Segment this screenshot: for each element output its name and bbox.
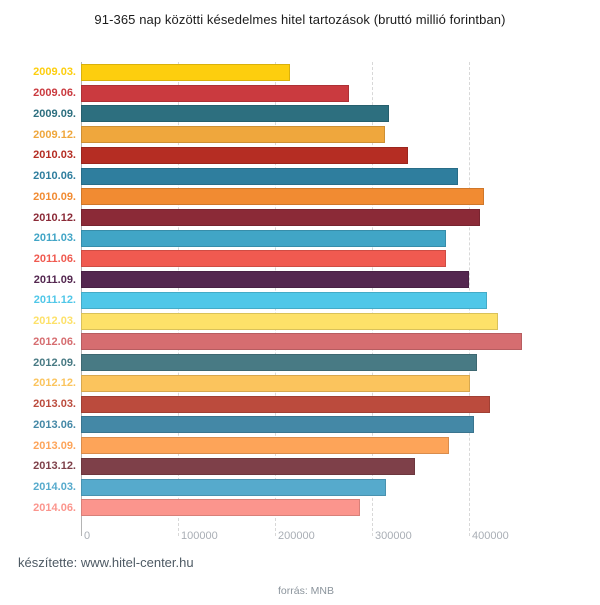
x-tick-label: 200000: [278, 530, 315, 542]
bar-row: [81, 332, 600, 353]
y-axis-label: 2011.12.: [33, 294, 76, 307]
bar-2012-03[interactable]: [81, 312, 499, 330]
bar-row: [81, 414, 600, 435]
bar-row: [81, 477, 600, 498]
bar-row: [81, 228, 600, 249]
y-axis-label: 2010.06.: [33, 170, 76, 183]
y-axis-label: 2009.09.: [33, 107, 76, 120]
y-axis-label: 2012.03.: [33, 315, 76, 328]
bar-2014-03[interactable]: [81, 478, 386, 496]
bar-row: [81, 186, 600, 207]
bar-row: [81, 62, 600, 83]
bar-2011-06[interactable]: [81, 250, 446, 268]
bar-2010-06[interactable]: [81, 167, 459, 185]
y-axis-label: 2013.03.: [33, 398, 76, 411]
y-axis-label: 2009.06.: [33, 87, 76, 100]
bar-row: [81, 394, 600, 415]
x-tick-label: 0: [84, 530, 91, 542]
bar-2012-06[interactable]: [81, 333, 523, 351]
credit-text: készítette: www.hitel-center.hu: [18, 555, 194, 570]
bar-row: [81, 290, 600, 311]
y-axis-label: 2010.03.: [33, 149, 76, 162]
bar-row: [81, 456, 600, 477]
bar-row: [81, 497, 600, 518]
bar-2009-09[interactable]: [81, 105, 389, 123]
plot-area: 0 100000 200000 300000 400000: [81, 62, 600, 542]
bar-row: [81, 166, 600, 187]
y-axis-label: 2012.12.: [33, 377, 76, 390]
bar-2012-09[interactable]: [81, 354, 477, 372]
y-axis-label: 2009.03.: [33, 66, 76, 79]
y-axis-labels: 2009.03. 2009.06. 2009.09. 2009.12. 2010.03.…: [0, 62, 76, 518]
bar-row: [81, 103, 600, 124]
bar-row: [81, 373, 600, 394]
bar-2011-03[interactable]: [81, 229, 446, 247]
y-axis-label: 2010.09.: [33, 190, 76, 203]
bar-2013-12[interactable]: [81, 457, 415, 475]
bar-2009-03[interactable]: [81, 63, 290, 81]
y-axis-label: 2011.03.: [33, 232, 76, 245]
y-axis-label: 2014.03.: [33, 481, 76, 494]
x-tick-label: 100000: [181, 530, 218, 542]
bar-2011-09[interactable]: [81, 271, 470, 289]
bar-2011-12[interactable]: [81, 291, 488, 309]
bar-row: [81, 145, 600, 166]
y-axis-label: 2011.06.: [33, 252, 76, 265]
bar-row: [81, 249, 600, 270]
y-axis-label: 2012.09.: [33, 356, 76, 369]
bar-2010-09[interactable]: [81, 188, 484, 206]
bar-2009-12[interactable]: [81, 126, 385, 144]
y-axis-label: 2011.09.: [33, 273, 76, 286]
source-text: forrás: MNB: [278, 585, 335, 597]
chart-title: 91-365 nap közötti késedelmes hitel tart…: [94, 12, 506, 27]
y-axis-label: 2013.12.: [33, 460, 76, 473]
y-axis-label: 2010.12.: [33, 211, 76, 224]
bar-row: [81, 124, 600, 145]
bar-series: [81, 62, 600, 518]
bar-2009-06[interactable]: [81, 84, 349, 102]
bar-row: [81, 435, 600, 456]
bar-row: [81, 83, 600, 104]
x-tick-label: 400000: [472, 530, 509, 542]
y-axis-label: 2013.06.: [33, 418, 76, 431]
bar-row: [81, 311, 600, 332]
bar-2014-06[interactable]: [81, 499, 361, 517]
y-axis-label: 2012.06.: [33, 335, 76, 348]
bar-2012-12[interactable]: [81, 374, 470, 392]
y-axis-label: 2013.09.: [33, 439, 76, 452]
credit-prefix: készítette:: [18, 555, 81, 570]
bar-row: [81, 352, 600, 373]
bar-2010-03[interactable]: [81, 146, 408, 164]
y-axis-label: 2014.06.: [33, 501, 76, 514]
x-tick-label: 300000: [375, 530, 412, 542]
bar-2013-06[interactable]: [81, 416, 474, 434]
y-axis-label: 2009.12.: [33, 128, 76, 141]
bar-2013-03[interactable]: [81, 395, 491, 413]
bar-2010-12[interactable]: [81, 209, 480, 226]
bar-row: [81, 269, 600, 290]
bar-2013-09[interactable]: [81, 437, 449, 455]
credit-link[interactable]: www.hitel-center.hu: [80, 555, 194, 570]
bar-row: [81, 207, 600, 228]
